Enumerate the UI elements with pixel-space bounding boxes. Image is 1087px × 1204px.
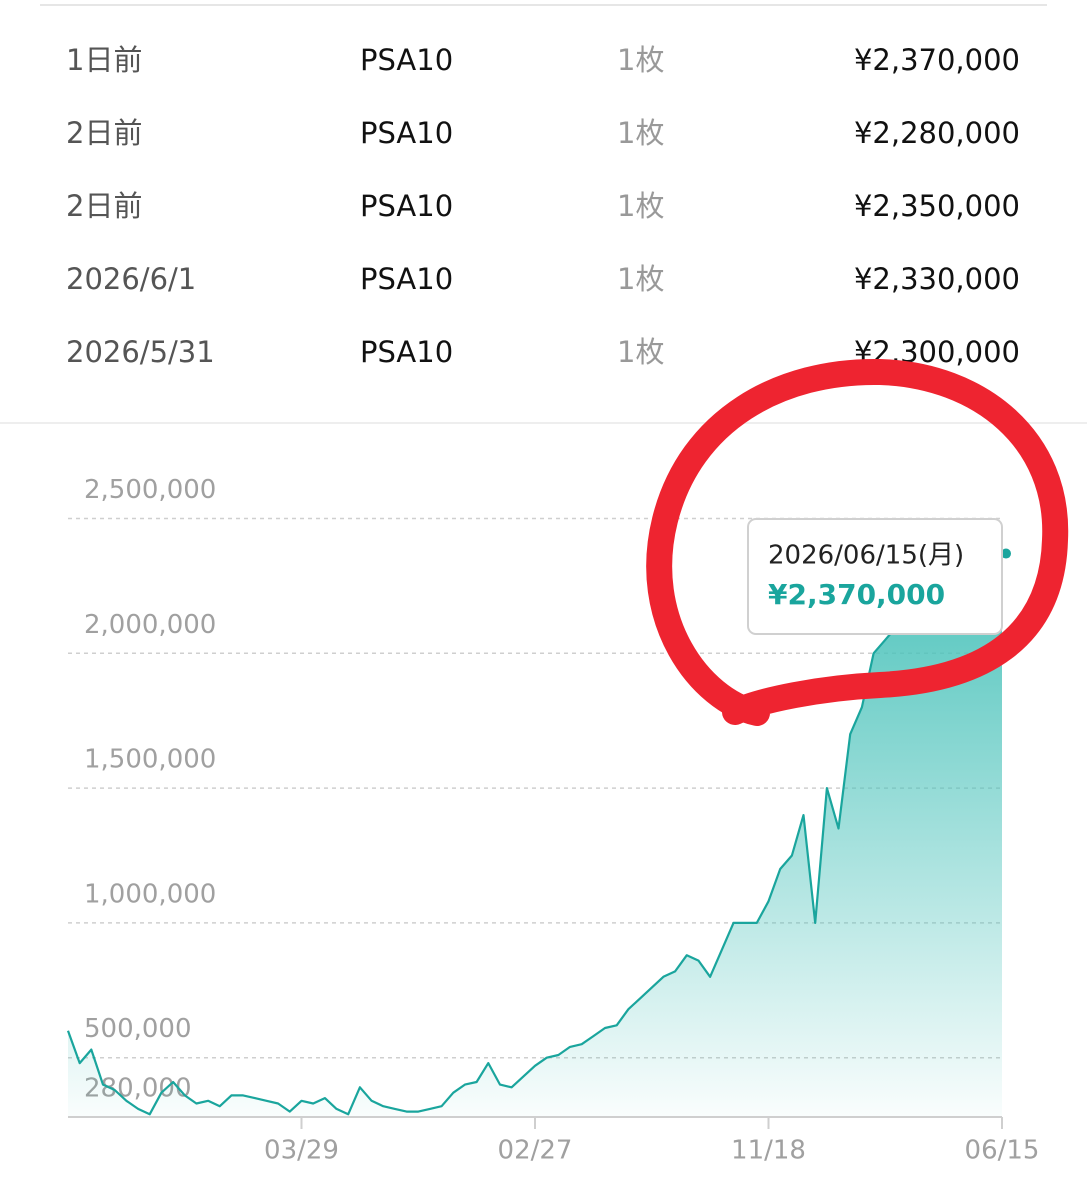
date-cell: 2026/6/1: [66, 262, 196, 296]
red-circle-annotation: [646, 358, 1069, 726]
y-tick-label: 2,000,000: [84, 610, 216, 640]
date-cell: 2日前: [66, 116, 142, 150]
price-cell: ¥2,350,000: [854, 189, 1020, 223]
quantity-cell: 1枚: [617, 43, 664, 77]
x-tick-label: 06/15: [965, 1136, 1040, 1166]
y-tick-label: 1,500,000: [84, 745, 216, 775]
date-cell: 2日前: [66, 189, 142, 223]
grade-cell: PSA10: [360, 43, 453, 77]
y-tick-label: 1,000,000: [84, 879, 216, 909]
x-tick-label: 03/29: [264, 1136, 339, 1166]
area-fill: [68, 553, 1002, 1117]
grade-cell: PSA10: [360, 335, 453, 369]
y-tick-label: 2,500,000: [84, 475, 216, 505]
tooltip-value: ¥2,370,000: [768, 578, 945, 611]
x-tick-label: 02/27: [498, 1136, 573, 1166]
y-tick-label: 500,000: [84, 1014, 192, 1044]
grade-cell: PSA10: [360, 189, 453, 223]
price-cell: ¥2,370,000: [854, 43, 1020, 77]
price-cell: ¥2,280,000: [854, 116, 1020, 150]
tooltip-box: [747, 518, 1003, 635]
hover-point: [1001, 548, 1011, 559]
date-cell: 1日前: [66, 43, 142, 77]
tooltip-date: 2026/06/15(月): [768, 541, 964, 571]
price-line: [66, 552, 1003, 1116]
quantity-cell: 1枚: [617, 262, 664, 296]
price-chart: 280,000500,0001,000,0001,500,0002,000,00…: [66, 475, 1040, 1166]
x-tick-label: 11/18: [731, 1136, 806, 1166]
price-cell: ¥2,330,000: [854, 262, 1020, 296]
quantity-cell: 1枚: [617, 335, 664, 369]
grade-cell: PSA10: [360, 116, 453, 150]
grade-cell: PSA10: [360, 262, 453, 296]
quantity-cell: 1枚: [617, 116, 664, 150]
date-cell: 2026/5/31: [66, 335, 215, 369]
sales-table: 1日前 PSA10 1枚 ¥2,370,000 2日前 PSA10 1枚 ¥2,280,000…: [66, 43, 1020, 369]
quantity-cell: 1枚: [617, 189, 664, 223]
